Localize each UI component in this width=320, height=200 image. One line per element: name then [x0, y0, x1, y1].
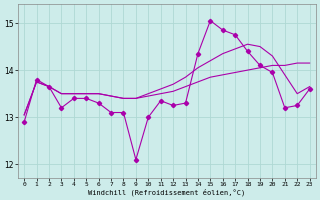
X-axis label: Windchill (Refroidissement éolien,°C): Windchill (Refroidissement éolien,°C)	[88, 188, 245, 196]
